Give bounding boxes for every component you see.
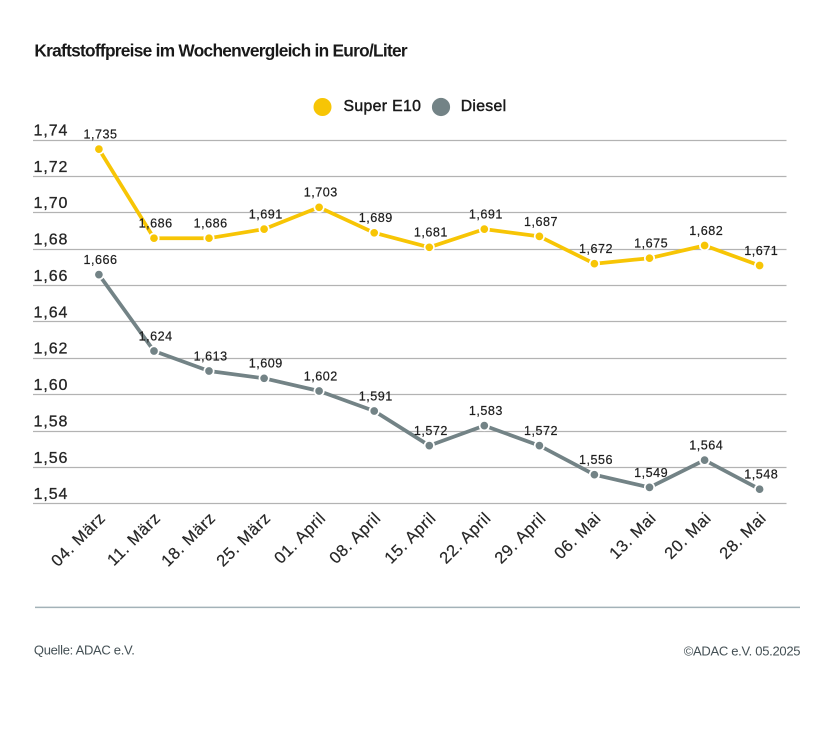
svg-text:©ADAC e.V. 05.2025: ©ADAC e.V. 05.2025	[684, 643, 801, 658]
svg-text:1,54: 1,54	[34, 486, 69, 503]
svg-text:1,572: 1,572	[524, 424, 558, 438]
svg-text:1,564: 1,564	[689, 439, 723, 453]
svg-text:1,666: 1,666	[83, 253, 117, 267]
svg-text:1,64: 1,64	[34, 304, 69, 321]
svg-text:Diesel: Diesel	[461, 98, 507, 115]
svg-text:1,671: 1,671	[744, 244, 778, 258]
svg-text:1,613: 1,613	[194, 349, 228, 363]
svg-text:1,72: 1,72	[34, 159, 69, 176]
svg-text:1,687: 1,687	[524, 215, 558, 229]
svg-text:1,735: 1,735	[83, 128, 117, 142]
svg-text:1,583: 1,583	[469, 404, 503, 418]
svg-text:1,703: 1,703	[304, 186, 338, 200]
svg-text:1,624: 1,624	[139, 329, 173, 343]
svg-text:1,74: 1,74	[34, 122, 69, 139]
svg-text:1,682: 1,682	[689, 224, 723, 238]
svg-text:1,689: 1,689	[359, 211, 393, 225]
svg-text:1,672: 1,672	[579, 242, 613, 256]
svg-text:1,686: 1,686	[139, 217, 173, 231]
svg-text:1,68: 1,68	[34, 232, 69, 249]
svg-text:1,591: 1,591	[359, 389, 393, 403]
svg-text:1,675: 1,675	[634, 237, 668, 251]
svg-text:Kraftstoffpreise im Wochenverg: Kraftstoffpreise im Wochenvergleich in E…	[34, 41, 408, 61]
svg-text:1,60: 1,60	[34, 377, 69, 394]
svg-text:1,609: 1,609	[249, 357, 283, 371]
svg-text:1,549: 1,549	[634, 466, 668, 480]
svg-text:1,62: 1,62	[34, 341, 69, 358]
svg-text:1,572: 1,572	[414, 424, 448, 438]
svg-text:1,686: 1,686	[194, 217, 228, 231]
svg-text:1,70: 1,70	[34, 195, 69, 212]
svg-text:1,681: 1,681	[414, 226, 448, 240]
svg-text:1,602: 1,602	[304, 369, 338, 383]
svg-text:1,548: 1,548	[744, 468, 778, 482]
svg-text:1,691: 1,691	[249, 208, 283, 222]
svg-text:1,556: 1,556	[579, 453, 613, 467]
svg-text:1,58: 1,58	[34, 413, 69, 430]
svg-text:Quelle: ADAC e.V.: Quelle: ADAC e.V.	[34, 643, 135, 658]
svg-text:Super E10: Super E10	[344, 98, 422, 115]
svg-text:1,66: 1,66	[34, 268, 69, 285]
svg-text:1,56: 1,56	[34, 450, 69, 467]
svg-text:1,691: 1,691	[469, 208, 503, 222]
